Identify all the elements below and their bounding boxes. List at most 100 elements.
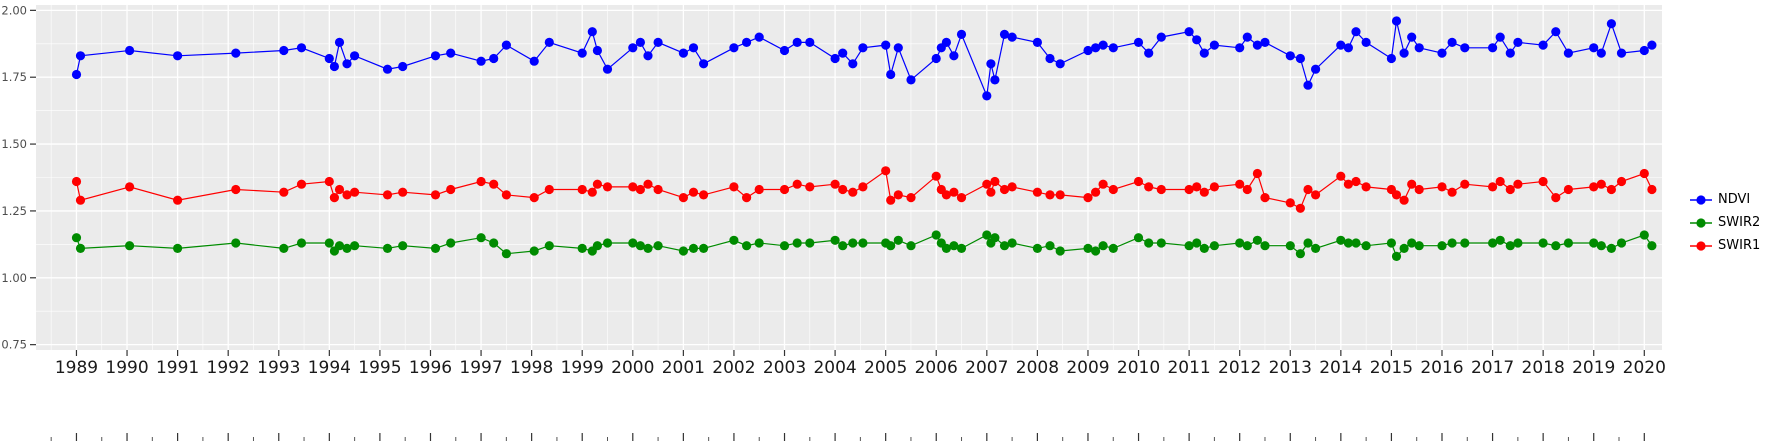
data-point-ndvi [501,40,511,50]
data-point-swir2 [1108,243,1118,253]
data-point-swir1 [350,187,360,197]
data-point-swir1 [1199,187,1209,197]
data-point-ndvi [577,48,587,58]
data-point-swir2 [886,241,896,251]
data-point-ndvi [489,53,499,64]
data-point-swir1 [1045,190,1055,200]
data-point-swir1 [792,179,802,189]
data-point-swir1 [231,184,241,195]
data-point-ndvi [1596,48,1606,58]
data-point-swir2 [678,246,689,256]
data-point-swir2 [75,243,86,253]
data-point-swir2 [1647,241,1657,251]
data-point-swir1 [1596,179,1606,189]
data-point-ndvi [398,61,408,72]
data-point-ndvi [830,53,840,64]
data-point-swir1 [324,176,334,187]
data-point-swir1 [1488,182,1498,192]
data-point-swir2 [999,241,1010,251]
x-tick-label: 2016 [1420,358,1463,378]
data-point-swir2 [1589,238,1599,248]
data-point-ndvi [1589,43,1599,53]
y-tick-label: 1.00 [1,271,27,285]
data-point-ndvi [1144,48,1154,58]
data-point-ndvi [858,43,868,53]
data-point-swir2 [1399,243,1409,253]
data-point-swir1 [1336,171,1346,181]
data-point-swir1 [1260,193,1270,203]
data-point-swir1 [893,190,903,200]
data-point-ndvi [986,59,996,69]
data-point-ndvi [982,91,992,101]
data-point-ndvi [906,75,916,85]
data-point-swir1 [1285,198,1295,208]
data-point-ndvi [643,51,653,61]
x-tick-label: 2014 [1319,358,1362,378]
data-point-ndvi [729,43,739,53]
data-point-swir1 [1083,193,1093,203]
data-point-ndvi [1361,37,1371,48]
x-tick-label: 1991 [156,358,199,378]
data-point-swir2 [941,243,952,253]
data-point-swir2 [350,241,360,251]
data-point-swir1 [398,187,408,197]
data-point-swir1 [529,193,539,203]
data-point-ndvi [173,51,183,61]
data-point-ndvi [838,48,848,58]
data-point-swir1 [296,179,307,189]
data-point-ndvi [446,48,456,58]
data-point-ndvi [476,56,486,66]
data-point-ndvi [941,37,952,48]
data-point-ndvi [779,45,790,56]
data-point-swir2 [1361,241,1371,251]
data-point-ndvi [678,48,689,58]
x-tick-label: 2012 [1218,358,1261,378]
data-point-swir2 [754,238,764,248]
data-point-swir1 [1133,176,1144,187]
data-point-swir1 [1447,187,1457,197]
data-point-swir1 [1295,203,1305,213]
data-point-swir1 [779,184,790,195]
x-tick-label: 1999 [561,358,604,378]
data-point-ndvi [382,64,393,74]
data-point-swir2 [1495,235,1505,245]
data-point-ndvi [125,45,135,56]
data-point-ndvi [1083,45,1093,56]
data-point-swir1 [1192,182,1202,192]
data-point-swir1 [754,184,764,195]
data-point-ndvi [1235,43,1245,53]
data-point-ndvi [1108,43,1118,53]
data-point-swir1 [1437,182,1447,192]
x-tick-label: 2004 [813,358,856,378]
data-point-swir1 [1551,193,1561,203]
data-point-swir1 [1252,168,1262,179]
data-point-swir1 [931,171,941,181]
data-point-swir1 [1303,184,1313,195]
data-point-ndvi [296,43,307,53]
data-point-swir1 [906,193,916,203]
data-point-swir2 [1032,243,1042,253]
data-point-ndvi [1551,27,1561,37]
data-point-swir1 [71,176,82,187]
data-point-swir1 [886,195,896,205]
legend-key-icon [1690,241,1712,251]
data-point-swir2 [1447,238,1457,248]
data-point-swir2 [1295,249,1305,259]
data-point-swir2 [489,238,499,248]
x-tick-label: 2015 [1370,358,1413,378]
x-tick-label: 1993 [257,358,300,378]
data-point-ndvi [1242,32,1252,42]
data-point-ndvi [881,40,891,50]
y-tick-label: 1.50 [1,137,27,151]
data-point-ndvi [1032,37,1042,48]
data-point-swir2 [1606,243,1616,253]
data-point-swir2 [1133,233,1144,243]
x-tick-label: 2006 [915,358,958,378]
x-tick-label: 1995 [358,358,401,378]
x-tick-label: 2011 [1167,358,1210,378]
data-point-swir2 [1156,238,1166,248]
data-point-ndvi [1460,43,1470,53]
data-point-swir1 [1055,190,1065,200]
data-point-swir1 [279,187,289,197]
